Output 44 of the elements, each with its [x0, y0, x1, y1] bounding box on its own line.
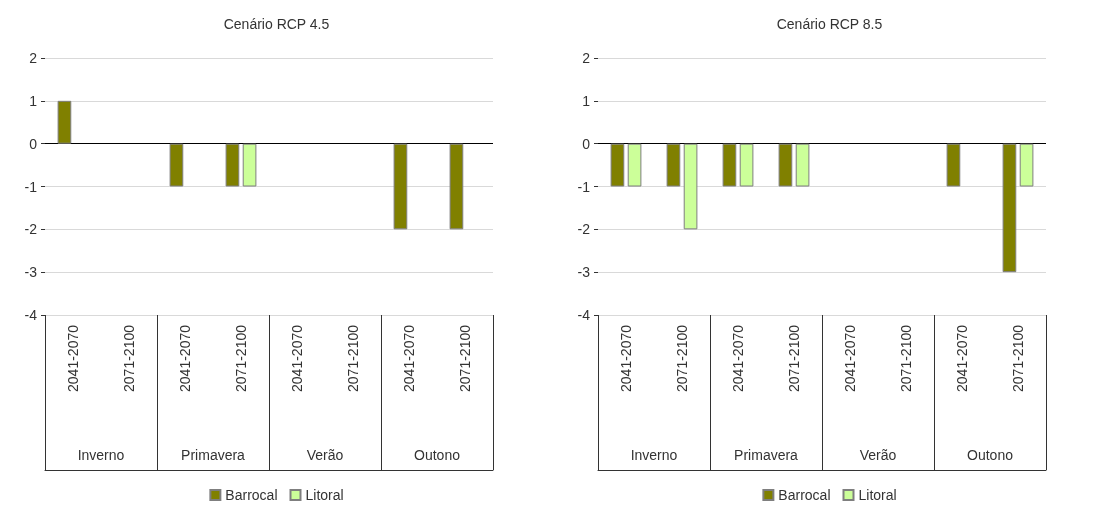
y-tick-label: 2: [29, 50, 38, 66]
text: Inverno: [77, 447, 125, 463]
x-tick-label: 2041-2070: [65, 324, 81, 392]
x-tick-label: 2041-2070: [842, 324, 858, 392]
chart-title: Cenário RCP 4.5: [223, 16, 330, 32]
y-tick-label: -4: [577, 307, 591, 323]
chart-title: Cenário RCP 8.5: [776, 16, 883, 32]
y-tick-label: -2: [577, 221, 591, 238]
x-tick-label: 2041-2070: [618, 324, 634, 392]
legend-label: Litoral: [858, 487, 897, 503]
y-tick-label: 1: [29, 92, 38, 109]
text: Primavera: [181, 447, 246, 463]
legend-label: Barrocal: [225, 487, 278, 503]
y-tick-label: -3: [577, 264, 591, 281]
text: Primavera: [734, 447, 799, 463]
x-tick-label: 2071-2100: [786, 324, 802, 392]
text: Verão: [306, 447, 344, 463]
x-tick-label: 2071-2100: [233, 324, 249, 392]
legend-label: Barrocal: [778, 487, 831, 503]
y-tick-label: 0: [29, 135, 38, 152]
x-tick-label: 2071-2100: [121, 324, 137, 392]
x-tick-label: 2041-2070: [401, 324, 417, 392]
y-tick-label: 2: [582, 50, 591, 66]
text: Outono: [414, 447, 461, 463]
legend-label: Litoral: [305, 487, 344, 503]
x-tick-label: 2071-2100: [345, 324, 361, 392]
x-tick-label: 2041-2070: [289, 324, 305, 392]
text: Inverno: [630, 447, 678, 463]
x-tick-label: 2041-2070: [177, 324, 193, 392]
text: Outono: [967, 447, 1014, 463]
y-tick-label: 0: [582, 135, 591, 152]
y-tick-label: -1: [24, 178, 38, 195]
x-tick-label: 2071-2100: [674, 324, 690, 392]
x-tick-label: 2041-2070: [954, 324, 970, 392]
x-tick-label: 2071-2100: [457, 324, 473, 392]
y-tick-label: -3: [24, 264, 38, 281]
y-tick-label: -2: [24, 221, 38, 238]
y-tick-label: 1: [582, 92, 591, 109]
text: Verão: [859, 447, 897, 463]
y-tick-label: -4: [24, 307, 38, 323]
x-tick-label: 2071-2100: [1010, 324, 1026, 392]
x-tick-label: 2041-2070: [730, 324, 746, 392]
y-tick-label: -1: [577, 178, 591, 195]
x-tick-label: 2071-2100: [898, 324, 914, 392]
